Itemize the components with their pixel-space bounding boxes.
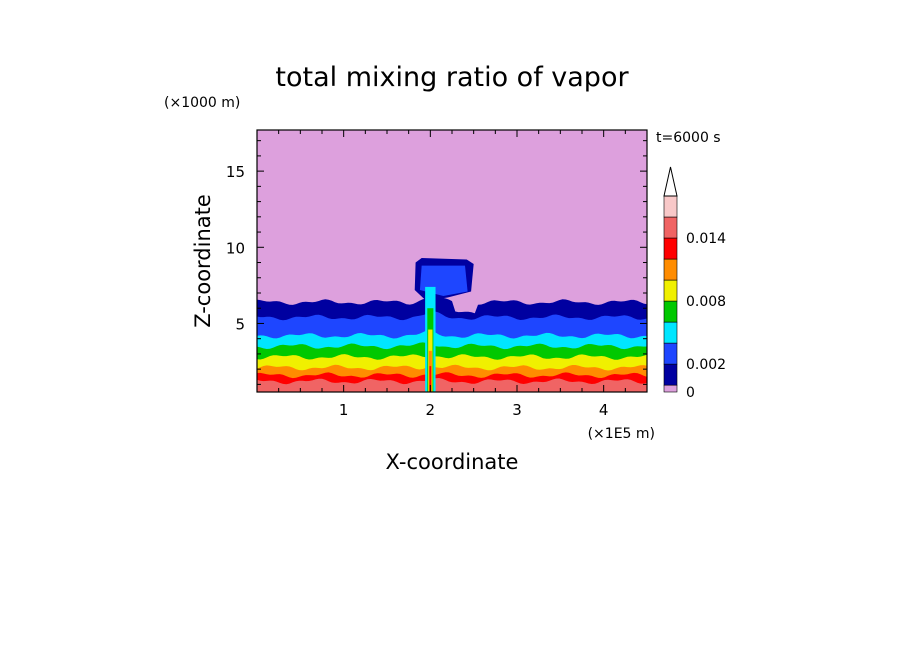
colorbar-swatch <box>663 237 678 260</box>
y-tick-label: 10 <box>226 239 245 257</box>
x-tick-label: 4 <box>599 401 609 419</box>
y-unit-label: (×1000 m) <box>164 95 240 111</box>
x-tick-label: 1 <box>339 401 349 419</box>
y-tick-label: 5 <box>235 315 245 333</box>
colorbar-swatch <box>663 279 678 302</box>
updraft-core <box>429 366 432 392</box>
colorbar-tick-label: 0.008 <box>686 294 726 310</box>
x-tick-label: 2 <box>426 401 436 419</box>
contour-field <box>257 130 647 392</box>
chart-title: total mixing ratio of vapor <box>275 62 629 93</box>
colorbar-tick-label: 0.014 <box>686 231 726 247</box>
time-label: t=6000 s <box>656 130 721 146</box>
colorbar-extend-arrow <box>663 166 678 197</box>
colorbar-tick-label: 0.002 <box>686 357 726 373</box>
y-tick-label: 15 <box>226 163 245 181</box>
colorbar-swatch <box>663 342 678 365</box>
axis-ticks: 1 2 3 4 5 10 15 <box>226 130 647 419</box>
colorbar-swatch <box>663 300 678 323</box>
colorbar-swatch <box>663 195 678 218</box>
x-tick-label: 3 <box>512 401 522 419</box>
colorbar-swatch <box>663 258 678 281</box>
x-unit-label: (×1E5 m) <box>588 426 655 442</box>
colorbar-tick-label: 0 <box>686 385 695 401</box>
y-axis-label: Z-coordinate <box>191 194 215 328</box>
contour-layer <box>257 378 647 392</box>
colorbar-swatch <box>663 321 678 344</box>
colorbar: 0 0.002 0.008 0.014 <box>663 166 726 401</box>
colorbar-swatch <box>663 384 678 393</box>
colorbar-swatch <box>663 216 678 239</box>
colorbar-swatch <box>663 363 678 386</box>
x-axis-label: X-coordinate <box>386 450 519 474</box>
